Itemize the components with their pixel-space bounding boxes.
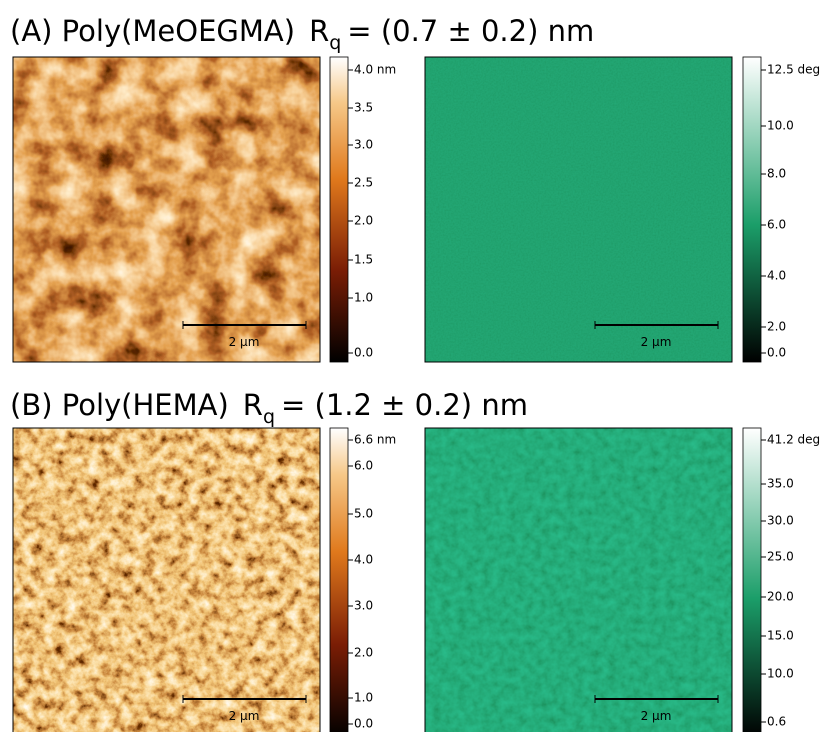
colorbar-label: 3.0 — [354, 138, 373, 152]
colorbar-label: 8.0 — [767, 167, 786, 181]
panel-title: (B) Poly(HEMA) Rq = (1.2 ± 0.2) nm — [10, 388, 528, 428]
phase-texture — [425, 428, 732, 732]
afm-height-image — [13, 428, 320, 732]
colorbar-label: 35.0 — [767, 477, 794, 491]
colorbar-label: 5.0 — [354, 507, 373, 521]
colorbar-label: 4.0 nm — [354, 63, 396, 77]
colorbar — [330, 428, 348, 732]
colorbar-label: 15.0 — [767, 629, 794, 643]
colorbar-label: 0.6 — [767, 715, 786, 729]
title-part: (B) Poly(HEMA) — [10, 388, 229, 422]
colorbar-label: 2.0 — [354, 646, 373, 660]
title-part: R — [243, 388, 263, 422]
colorbar-label: 0.0 — [354, 717, 373, 731]
colorbar-label: 25.0 — [767, 550, 794, 564]
colorbar-label: 6.6 nm — [354, 433, 396, 447]
colorbar-label: 0.0 — [354, 346, 373, 360]
colorbar — [330, 57, 348, 362]
scale-bar-label: 2 µm — [641, 709, 672, 723]
colorbar-label: 2.0 — [767, 320, 786, 334]
colorbar-label: 41.2 deg — [767, 433, 820, 447]
colorbar-label: 2.5 — [354, 176, 373, 190]
colorbar-label: 1.0 — [354, 691, 373, 705]
title-part: q — [329, 32, 341, 54]
figure: (A) Poly(MeOEGMA) Rq = (0.7 ± 0.2) nm 2 µm 4… — [0, 0, 832, 732]
title-part: (A) Poly(MeOEGMA) — [10, 14, 295, 48]
colorbar-label: 20.0 — [767, 590, 794, 604]
scale-bar-label: 2 µm — [229, 709, 260, 723]
colorbar-label: 3.5 — [354, 101, 373, 115]
colorbar-label: 6.0 — [767, 218, 786, 232]
colorbar-label: 0.0 — [767, 346, 786, 360]
title-part: R — [309, 14, 329, 48]
colorbar-label: 6.0 — [354, 459, 373, 473]
colorbar-label: 12.5 deg — [767, 63, 820, 77]
colorbar — [743, 57, 761, 362]
scale-bar-label: 2 µm — [641, 335, 672, 349]
panel-title: (A) Poly(MeOEGMA) Rq = (0.7 ± 0.2) nm — [10, 14, 594, 54]
title-part: q — [263, 406, 275, 428]
colorbar-label: 10.0 — [767, 119, 794, 133]
title-part: = (1.2 ± 0.2) nm — [281, 388, 528, 422]
panels: (A) Poly(MeOEGMA) Rq = (0.7 ± 0.2) nm 2 µm 4… — [10, 14, 820, 732]
colorbar-label: 4.0 — [354, 553, 373, 567]
phase-texture — [425, 57, 732, 362]
colorbar — [743, 428, 761, 732]
colorbar-label: 1.5 — [354, 253, 373, 267]
colorbar-label: 30.0 — [767, 514, 794, 528]
colorbar-label: 3.0 — [354, 599, 373, 613]
colorbar-label: 2.0 — [354, 214, 373, 228]
scale-bar-label: 2 µm — [229, 335, 260, 349]
colorbar-label: 1.0 — [354, 291, 373, 305]
colorbar-label: 4.0 — [767, 269, 786, 283]
title-part: = (0.7 ± 0.2) nm — [347, 14, 594, 48]
afm-height-image — [13, 57, 320, 362]
colorbar-label: 10.0 — [767, 667, 794, 681]
